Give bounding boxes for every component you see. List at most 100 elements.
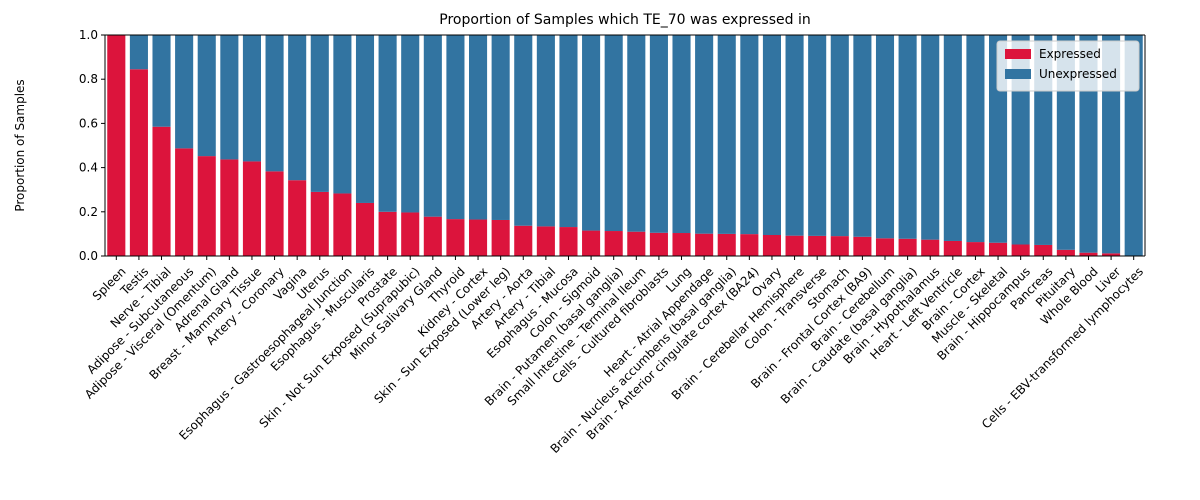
bar-unexpressed bbox=[446, 35, 465, 220]
bar-expressed bbox=[830, 236, 849, 256]
bar-expressed bbox=[627, 231, 646, 256]
bar-expressed bbox=[943, 240, 962, 256]
bar-unexpressed bbox=[355, 35, 375, 203]
bar-expressed bbox=[582, 230, 601, 256]
bar-expressed bbox=[469, 219, 488, 256]
bar-unexpressed bbox=[197, 35, 216, 157]
bar-unexpressed bbox=[129, 35, 148, 70]
bar-expressed bbox=[220, 159, 239, 256]
axes-layer bbox=[104, 34, 1146, 257]
bar-unexpressed bbox=[536, 35, 555, 227]
bar-expressed bbox=[966, 242, 985, 256]
bar-unexpressed bbox=[220, 35, 239, 160]
y-tick-label: 0.2 bbox=[79, 205, 98, 219]
bar-expressed bbox=[355, 202, 375, 256]
bar-unexpressed bbox=[152, 35, 171, 127]
bar-unexpressed bbox=[740, 35, 759, 235]
bar-expressed bbox=[989, 242, 1008, 256]
bar-expressed bbox=[604, 231, 623, 256]
bar-expressed bbox=[265, 171, 284, 256]
bar-expressed bbox=[1056, 249, 1075, 256]
chart-title: Proportion of Samples which TE_70 was ex… bbox=[439, 12, 810, 28]
bar-unexpressed bbox=[853, 35, 872, 237]
bar-unexpressed bbox=[649, 35, 668, 233]
bar-expressed bbox=[1102, 253, 1121, 256]
bar-unexpressed bbox=[559, 35, 578, 228]
bar-expressed bbox=[333, 193, 352, 256]
bar-expressed bbox=[401, 212, 420, 256]
bar-unexpressed bbox=[830, 35, 849, 237]
bar-expressed bbox=[129, 69, 148, 256]
bar-expressed bbox=[536, 226, 555, 256]
legend-label-expressed: Expressed bbox=[1039, 47, 1101, 61]
bar-unexpressed bbox=[966, 35, 985, 243]
bar-unexpressed bbox=[423, 35, 442, 217]
bar-expressed bbox=[423, 216, 442, 256]
bar-expressed bbox=[717, 233, 736, 256]
bar-unexpressed bbox=[875, 35, 895, 239]
bar-unexpressed bbox=[672, 35, 691, 234]
bar-unexpressed bbox=[762, 35, 781, 236]
bar-unexpressed bbox=[627, 35, 646, 232]
legend-swatch-expressed bbox=[1005, 49, 1031, 59]
bar-expressed bbox=[446, 219, 465, 256]
bar-unexpressed bbox=[288, 35, 307, 181]
bar-expressed bbox=[152, 126, 171, 256]
legend-label-unexpressed: Unexpressed bbox=[1039, 67, 1117, 81]
bar-expressed bbox=[853, 236, 872, 256]
bar-expressed bbox=[514, 225, 533, 256]
y-tick-label: 1.0 bbox=[79, 28, 98, 42]
bar-expressed bbox=[288, 180, 307, 256]
bar-unexpressed bbox=[921, 35, 940, 240]
bar-expressed bbox=[559, 227, 578, 256]
y-tick-label: 0.4 bbox=[79, 161, 98, 175]
bar-unexpressed bbox=[943, 35, 962, 241]
bar-expressed bbox=[107, 35, 126, 256]
bar-expressed bbox=[808, 235, 827, 256]
bar-expressed bbox=[875, 238, 895, 256]
bar-expressed bbox=[310, 191, 329, 256]
bar-expressed bbox=[242, 161, 261, 256]
bar-expressed bbox=[378, 211, 397, 256]
bar-expressed bbox=[1079, 252, 1098, 256]
bar-expressed bbox=[740, 234, 759, 256]
bar-unexpressed bbox=[469, 35, 488, 220]
bar-expressed bbox=[898, 238, 917, 256]
legend-swatch-unexpressed bbox=[1005, 69, 1031, 79]
bar-expressed bbox=[672, 233, 691, 256]
bar-unexpressed bbox=[514, 35, 533, 226]
bar-unexpressed bbox=[717, 35, 736, 234]
bar-unexpressed bbox=[333, 35, 352, 194]
bar-expressed bbox=[1034, 244, 1053, 256]
bar-unexpressed bbox=[265, 35, 284, 172]
bar-unexpressed bbox=[604, 35, 623, 232]
y-ticks: 0.0 0.2 0.4 0.6 0.8 1.0 bbox=[79, 28, 105, 263]
bar-expressed bbox=[1011, 244, 1030, 256]
bar-expressed bbox=[491, 219, 510, 256]
bars-layer bbox=[107, 35, 1143, 256]
y-tick-label: 0.0 bbox=[79, 249, 98, 263]
legend-box bbox=[996, 40, 1140, 92]
bar-unexpressed bbox=[582, 35, 601, 231]
bar-unexpressed bbox=[695, 35, 714, 234]
y-axis-label: Proportion of Samples bbox=[13, 79, 27, 211]
bar-expressed bbox=[649, 232, 668, 256]
bar-unexpressed bbox=[175, 35, 194, 149]
bar-unexpressed bbox=[242, 35, 261, 162]
bar-unexpressed bbox=[378, 35, 397, 212]
bar-expressed bbox=[921, 239, 940, 256]
y-tick-label: 0.6 bbox=[79, 116, 98, 130]
bar-unexpressed bbox=[898, 35, 917, 239]
bar-unexpressed bbox=[401, 35, 420, 213]
bar-expressed bbox=[175, 148, 194, 256]
legend: Expressed Unexpressed bbox=[996, 40, 1140, 92]
bar-expressed bbox=[197, 156, 216, 256]
bar-expressed bbox=[785, 235, 804, 256]
bar-unexpressed bbox=[310, 35, 329, 192]
y-tick-label: 0.8 bbox=[79, 72, 98, 86]
bar-unexpressed bbox=[785, 35, 804, 236]
bar-expressed bbox=[695, 233, 714, 256]
